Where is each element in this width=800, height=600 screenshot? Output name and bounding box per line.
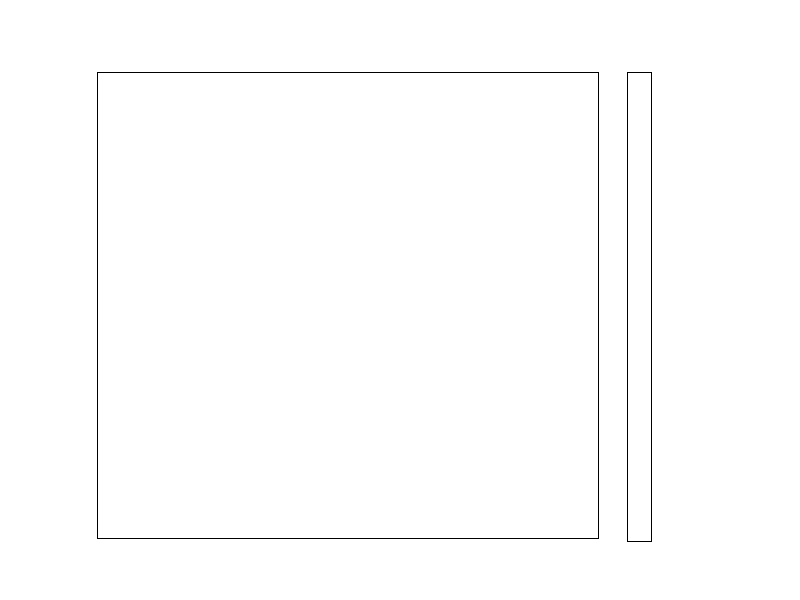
- colorbar-gradient: [627, 72, 652, 542]
- plot-area: [97, 72, 599, 539]
- scatter-heatmap-canvas: [98, 73, 598, 538]
